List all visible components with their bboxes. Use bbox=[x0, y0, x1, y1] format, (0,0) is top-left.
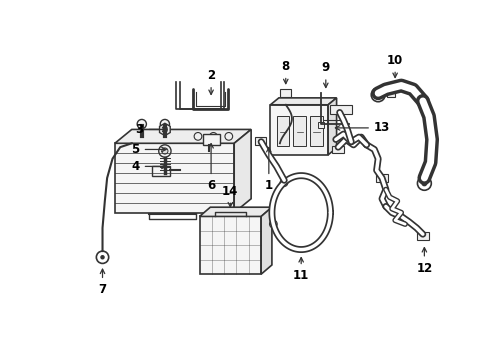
Text: 5: 5 bbox=[131, 143, 166, 156]
Text: 6: 6 bbox=[207, 144, 215, 192]
Bar bbox=[203, 134, 220, 145]
Circle shape bbox=[194, 132, 202, 140]
Circle shape bbox=[137, 120, 147, 129]
Bar bbox=[199, 216, 261, 274]
Polygon shape bbox=[328, 98, 337, 155]
Polygon shape bbox=[270, 98, 337, 105]
Bar bbox=[255, 137, 266, 145]
Circle shape bbox=[270, 220, 277, 228]
Text: 13: 13 bbox=[335, 121, 390, 134]
Bar bbox=[294, 116, 306, 145]
Text: 1: 1 bbox=[265, 148, 273, 192]
Bar bbox=[115, 143, 234, 213]
Circle shape bbox=[162, 148, 168, 154]
Circle shape bbox=[97, 251, 109, 264]
Bar bbox=[152, 166, 171, 176]
Text: 14: 14 bbox=[222, 185, 239, 207]
Bar bbox=[416, 232, 429, 239]
Polygon shape bbox=[234, 130, 251, 213]
Circle shape bbox=[225, 132, 233, 140]
Text: 11: 11 bbox=[293, 258, 309, 282]
Text: 9: 9 bbox=[322, 61, 330, 87]
Circle shape bbox=[371, 88, 385, 102]
Polygon shape bbox=[160, 123, 170, 136]
Circle shape bbox=[422, 181, 427, 186]
Polygon shape bbox=[115, 130, 251, 143]
Bar bbox=[311, 116, 323, 145]
Bar bbox=[280, 89, 291, 97]
Text: 10: 10 bbox=[387, 54, 403, 77]
Bar bbox=[276, 116, 289, 145]
Polygon shape bbox=[199, 207, 272, 216]
Bar bbox=[270, 105, 328, 155]
Text: 7: 7 bbox=[98, 269, 107, 296]
Bar bbox=[318, 122, 324, 128]
Text: 12: 12 bbox=[416, 248, 433, 275]
Circle shape bbox=[210, 132, 217, 140]
Circle shape bbox=[159, 145, 171, 157]
Bar bbox=[376, 174, 388, 182]
Text: 4: 4 bbox=[131, 160, 166, 173]
Polygon shape bbox=[162, 126, 168, 132]
Bar bbox=[330, 105, 352, 114]
Circle shape bbox=[376, 93, 381, 97]
Text: 2: 2 bbox=[207, 69, 215, 94]
Bar bbox=[332, 145, 344, 153]
Text: 8: 8 bbox=[282, 60, 290, 84]
Circle shape bbox=[280, 179, 288, 186]
Circle shape bbox=[160, 120, 170, 129]
Circle shape bbox=[417, 176, 431, 190]
Polygon shape bbox=[261, 207, 272, 274]
Circle shape bbox=[101, 256, 104, 259]
Text: 3: 3 bbox=[135, 123, 167, 136]
Bar bbox=[388, 86, 395, 97]
